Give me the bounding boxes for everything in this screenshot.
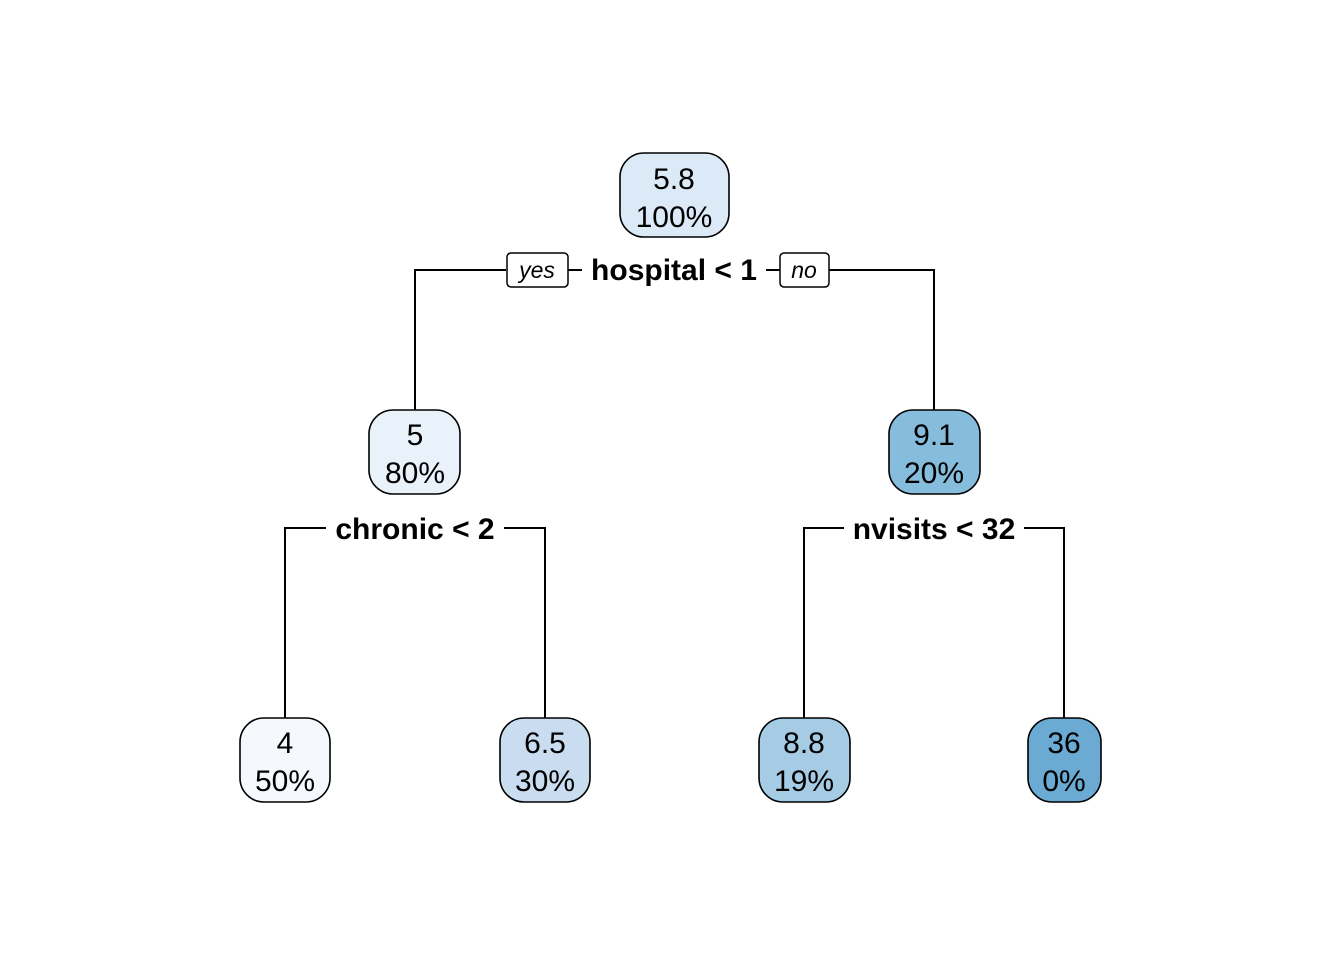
- node-percent: 30%: [515, 765, 575, 798]
- node-box: [888, 409, 981, 495]
- node-value: 5: [407, 419, 424, 452]
- yes-label: yes: [506, 252, 569, 288]
- node-percent: 19%: [774, 765, 834, 798]
- node-box: [239, 717, 331, 803]
- edge-right-rl: [803, 527, 844, 718]
- node-box: [499, 717, 591, 803]
- edge-right-rr: [1024, 527, 1065, 718]
- split-label-right: nvisits < 32: [853, 513, 1016, 546]
- tree-node-lr: 6.5 30%: [499, 717, 591, 803]
- edge-root-left: [414, 269, 506, 410]
- node-box: [1027, 717, 1102, 803]
- edge-left-lr: [504, 527, 546, 718]
- no-label: no: [779, 252, 830, 288]
- tree-node-root: 5.8 100%: [619, 152, 730, 238]
- tree-node-rl: 8.8 19%: [758, 717, 851, 803]
- node-value: 8.8: [783, 727, 825, 760]
- node-value: 9.1: [913, 419, 955, 452]
- node-value: 36: [1047, 727, 1080, 760]
- node-percent: 0%: [1042, 765, 1085, 798]
- node-value: 5.8: [653, 163, 695, 196]
- node-percent: 20%: [904, 457, 964, 490]
- split-label-left: chronic < 2: [335, 513, 494, 546]
- node-percent: 50%: [255, 765, 315, 798]
- yes-label-text: yes: [517, 257, 555, 283]
- tree-node-ll: 4 50%: [239, 717, 331, 803]
- node-percent: 80%: [385, 457, 445, 490]
- node-box: [368, 409, 461, 495]
- node-box: [758, 717, 851, 803]
- tree-node-right: 9.1 20%: [888, 409, 981, 495]
- edge-root-right: [829, 269, 935, 410]
- node-percent: 100%: [636, 201, 713, 234]
- edge-left-ll: [284, 527, 326, 718]
- node-box: [619, 152, 730, 238]
- split-label-root: hospital < 1: [591, 254, 757, 287]
- tree-node-rr: 36 0%: [1027, 717, 1102, 803]
- no-label-text: no: [791, 257, 817, 283]
- node-value: 4: [277, 727, 294, 760]
- tree-node-left: 5 80%: [368, 409, 461, 495]
- node-value: 6.5: [524, 727, 566, 760]
